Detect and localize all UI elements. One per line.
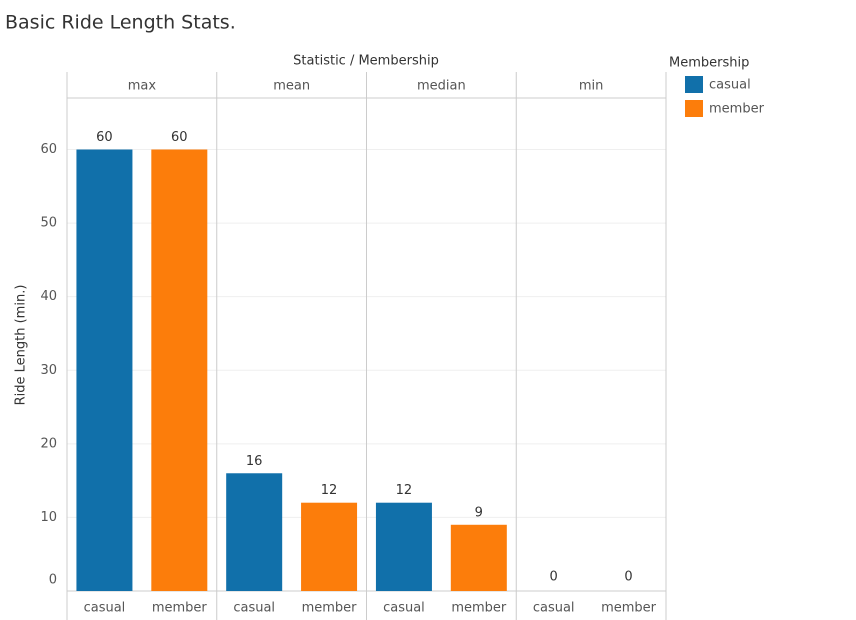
facet-label: min bbox=[579, 79, 604, 94]
x-tick-label: member bbox=[601, 601, 657, 616]
facet-label: mean bbox=[273, 79, 310, 94]
x-tick-label: casual bbox=[383, 601, 425, 616]
value-label: 0 bbox=[624, 570, 632, 585]
bar bbox=[450, 524, 507, 591]
value-label: 60 bbox=[96, 130, 113, 145]
bar bbox=[151, 149, 208, 592]
legend-title: Membership bbox=[669, 56, 749, 71]
facet-label: median bbox=[417, 79, 466, 94]
x-tick-label: casual bbox=[233, 601, 275, 616]
y-axis-label: Ride Length (min.) bbox=[14, 285, 29, 406]
legend-label: casual bbox=[709, 78, 751, 93]
bar bbox=[76, 149, 133, 592]
y-tick-label: 10 bbox=[40, 510, 57, 525]
bar bbox=[226, 473, 283, 591]
value-label: 12 bbox=[396, 483, 413, 498]
legend-label: member bbox=[709, 102, 765, 117]
legend-swatch bbox=[685, 100, 703, 117]
x-tick-label: member bbox=[152, 601, 208, 616]
column-header: Statistic / Membership bbox=[293, 54, 439, 69]
facet-label: max bbox=[128, 79, 157, 94]
x-tick-label: member bbox=[302, 601, 358, 616]
bar bbox=[375, 502, 432, 591]
value-label: 12 bbox=[321, 483, 338, 498]
y-tick-label: 50 bbox=[40, 216, 57, 231]
y-tick-label: 20 bbox=[40, 436, 57, 451]
x-tick-label: casual bbox=[84, 601, 126, 616]
y-tick-label: 30 bbox=[40, 363, 57, 378]
y-tick-label: 0 bbox=[49, 573, 57, 588]
bar bbox=[301, 502, 358, 591]
x-tick-label: member bbox=[451, 601, 507, 616]
chart-title: Basic Ride Length Stats. bbox=[5, 12, 236, 34]
y-tick-label: 60 bbox=[40, 142, 57, 157]
value-label: 60 bbox=[171, 130, 188, 145]
legend-swatch bbox=[685, 76, 703, 93]
value-label: 16 bbox=[246, 454, 263, 469]
value-label: 0 bbox=[550, 570, 558, 585]
value-label: 9 bbox=[475, 505, 483, 520]
x-tick-label: casual bbox=[533, 601, 575, 616]
y-tick-label: 40 bbox=[40, 289, 57, 304]
